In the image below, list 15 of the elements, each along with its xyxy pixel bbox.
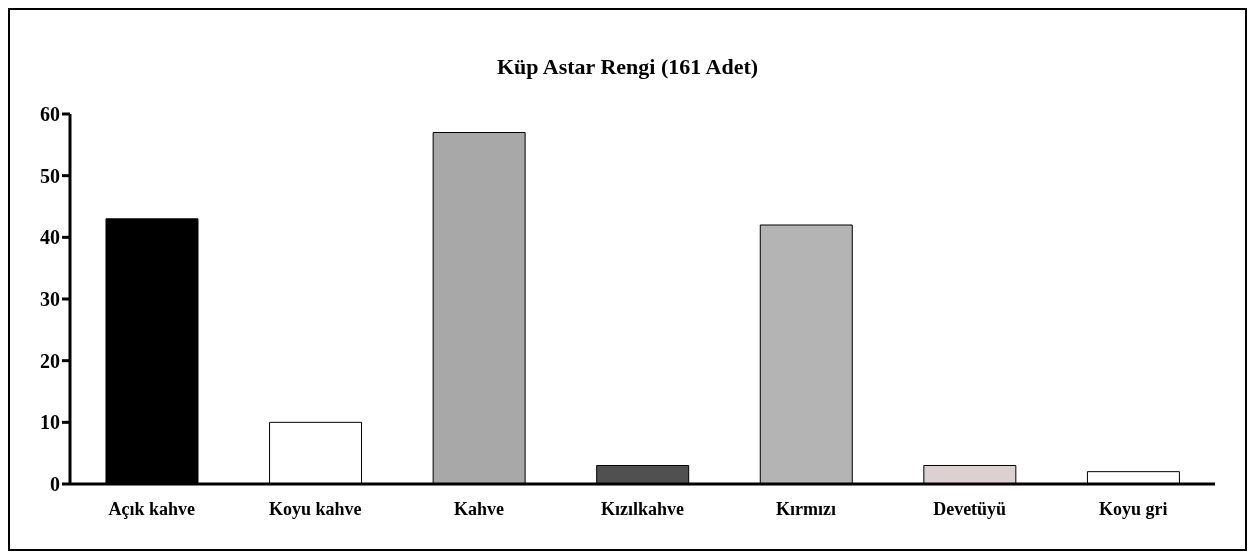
x-tick-label: Koyu gri xyxy=(1098,498,1168,519)
x-tick-label: Kızılkahve xyxy=(600,498,685,519)
x-tick-label: Devetüyü xyxy=(933,498,1007,519)
y-tick-label: 60 xyxy=(40,103,60,126)
chart-title: Küp Astar Rengi (161 Adet) xyxy=(495,54,760,81)
y-tick-label: 10 xyxy=(40,411,60,434)
y-tick-label: 50 xyxy=(40,164,60,187)
x-tick-label: Kırmızı xyxy=(776,498,837,519)
y-tick-label: 20 xyxy=(40,349,60,372)
x-tick-label: Kahve xyxy=(453,498,504,519)
x-tick-label: Koyu kahve xyxy=(269,498,362,519)
y-tick-label: 0 xyxy=(50,473,60,496)
y-tick-label: 40 xyxy=(40,226,60,249)
y-tick-label: 30 xyxy=(40,288,60,311)
x-tick-label: Açık kahve xyxy=(108,498,196,519)
